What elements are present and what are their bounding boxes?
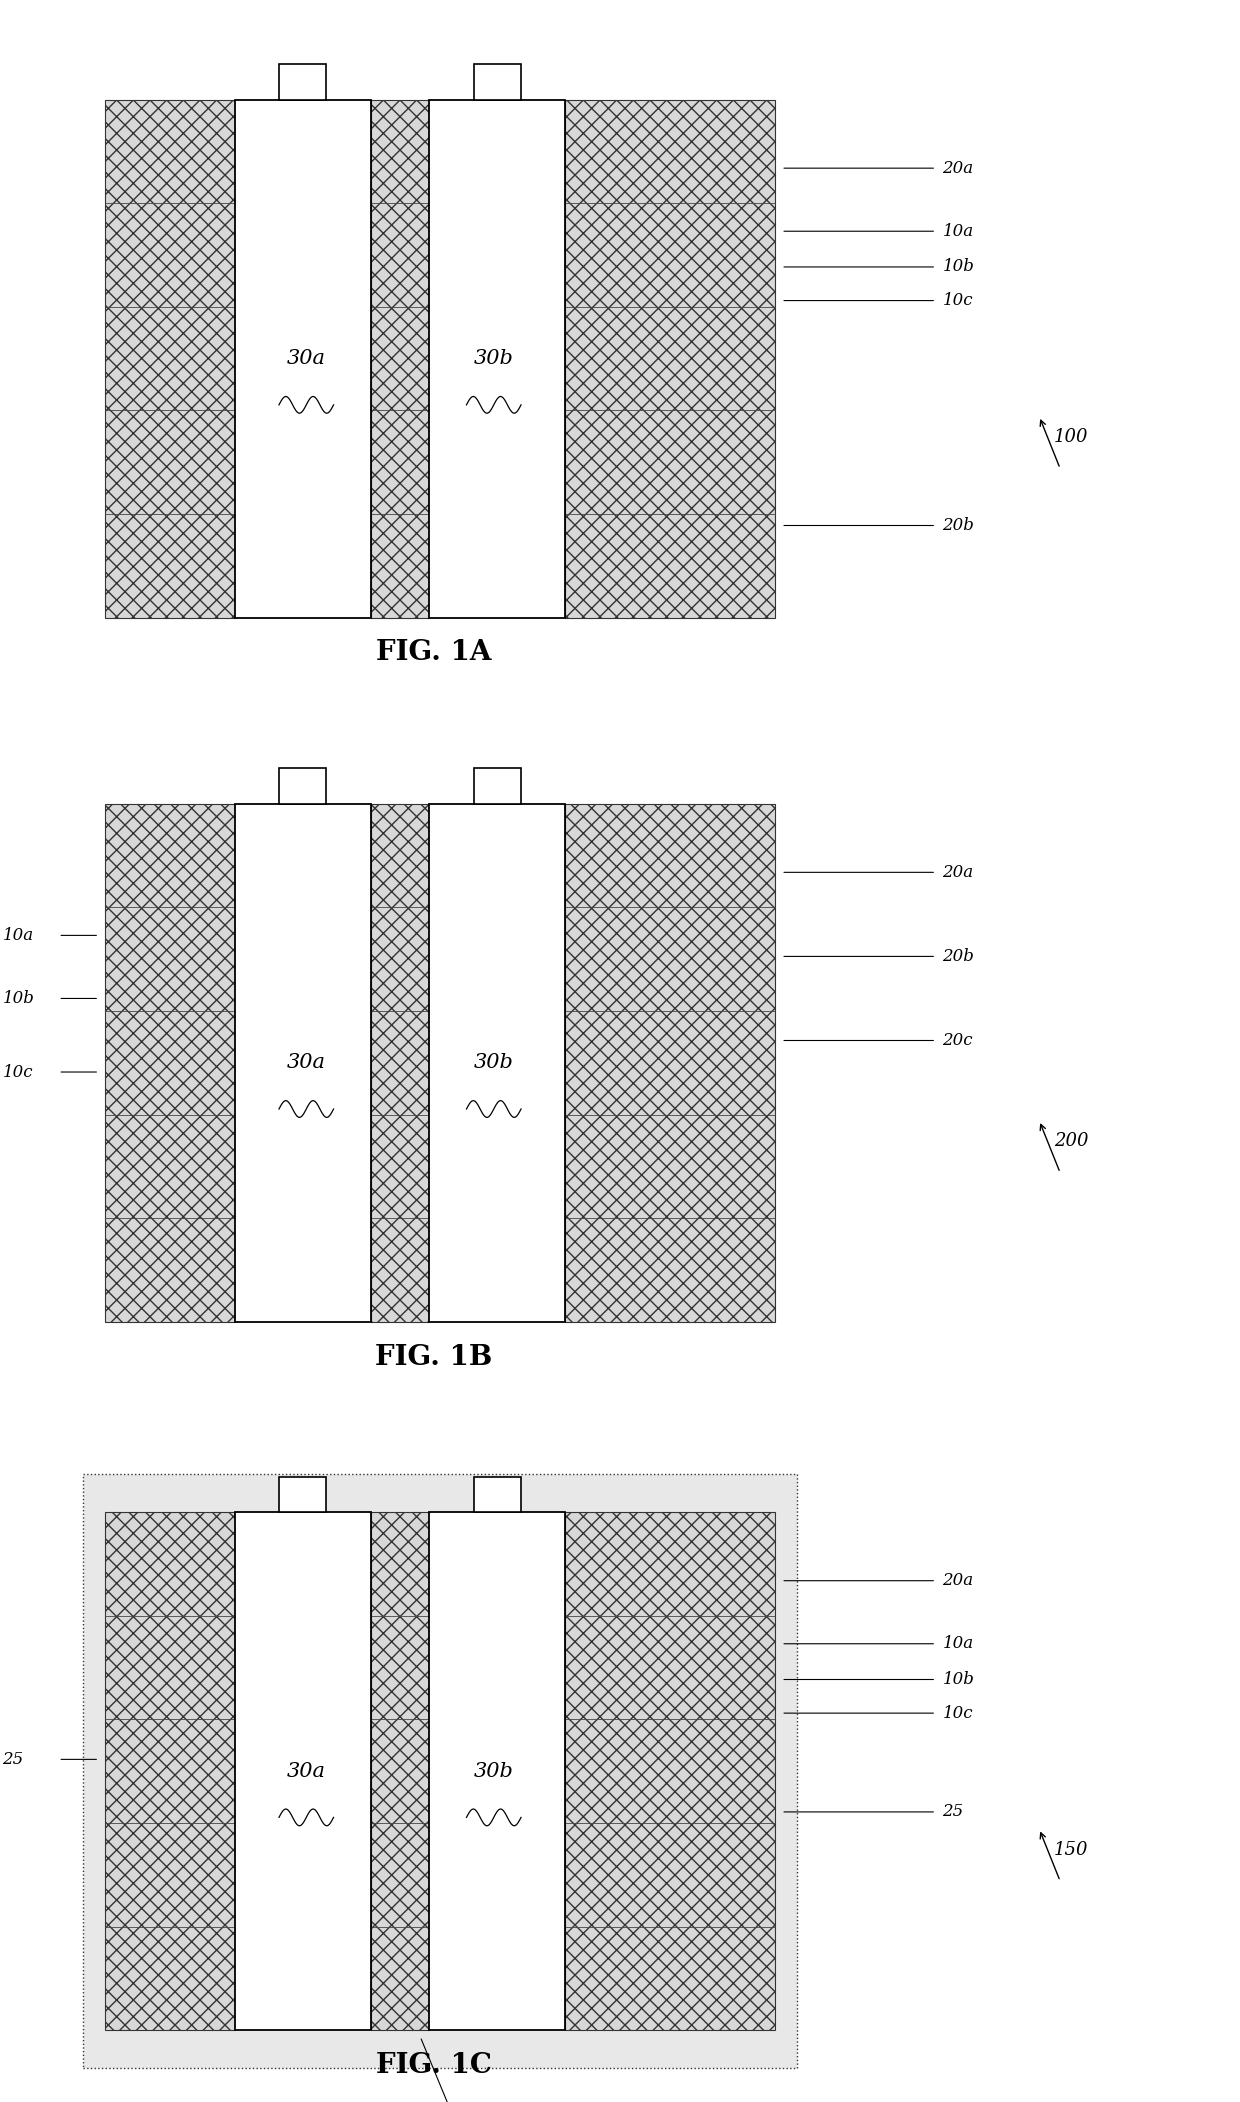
Text: 30a: 30a bbox=[286, 349, 326, 368]
Text: 10c: 10c bbox=[942, 292, 973, 309]
Text: 30a: 30a bbox=[286, 1053, 326, 1072]
Bar bbox=[474, 1478, 521, 1511]
Text: 20c: 20c bbox=[942, 1032, 973, 1049]
Bar bbox=[234, 99, 371, 618]
Text: 10b: 10b bbox=[942, 1671, 975, 1688]
Bar bbox=[565, 1511, 775, 2031]
Bar bbox=[279, 1478, 326, 1511]
Bar bbox=[83, 1474, 797, 2068]
Text: 10b: 10b bbox=[942, 259, 975, 275]
Bar bbox=[371, 1511, 429, 2031]
Bar bbox=[234, 1511, 371, 2031]
Text: 30b: 30b bbox=[474, 349, 513, 368]
Bar bbox=[371, 99, 429, 618]
Text: 30b: 30b bbox=[474, 1053, 513, 1072]
Text: 20b: 20b bbox=[942, 948, 975, 965]
Text: 10c: 10c bbox=[942, 1705, 973, 1722]
Bar bbox=[105, 803, 234, 1322]
Bar bbox=[234, 803, 371, 1322]
Text: 20a: 20a bbox=[942, 1572, 973, 1589]
Bar bbox=[429, 99, 565, 618]
Bar bbox=[371, 803, 429, 1322]
Text: 10c: 10c bbox=[2, 1064, 33, 1080]
Text: FIG. 1A: FIG. 1A bbox=[376, 639, 492, 666]
Text: FIG. 1B: FIG. 1B bbox=[376, 1343, 492, 1371]
Text: 200: 200 bbox=[1054, 1133, 1089, 1150]
Bar bbox=[105, 1511, 234, 2031]
Text: 100: 100 bbox=[1054, 429, 1089, 446]
Text: 20b: 20b bbox=[942, 517, 975, 534]
Text: 25: 25 bbox=[942, 1804, 963, 1820]
Text: 10a: 10a bbox=[2, 927, 33, 944]
Text: 30a: 30a bbox=[286, 1761, 326, 1780]
Bar bbox=[429, 1511, 565, 2031]
Bar bbox=[279, 769, 326, 803]
Text: 150: 150 bbox=[1054, 1841, 1089, 1858]
Text: 10a: 10a bbox=[942, 1635, 973, 1652]
Text: 10a: 10a bbox=[942, 223, 973, 240]
Text: FIG. 1C: FIG. 1C bbox=[376, 2052, 492, 2079]
Bar bbox=[565, 803, 775, 1322]
Bar bbox=[474, 769, 521, 803]
Bar bbox=[474, 65, 521, 99]
Bar bbox=[429, 803, 565, 1322]
Text: 20a: 20a bbox=[942, 160, 973, 177]
Bar bbox=[105, 99, 234, 618]
Text: 25: 25 bbox=[2, 1751, 24, 1768]
Text: 20a: 20a bbox=[942, 864, 973, 881]
Bar bbox=[565, 99, 775, 618]
Bar bbox=[279, 65, 326, 99]
Text: 10b: 10b bbox=[2, 990, 35, 1007]
Text: 30b: 30b bbox=[474, 1761, 513, 1780]
